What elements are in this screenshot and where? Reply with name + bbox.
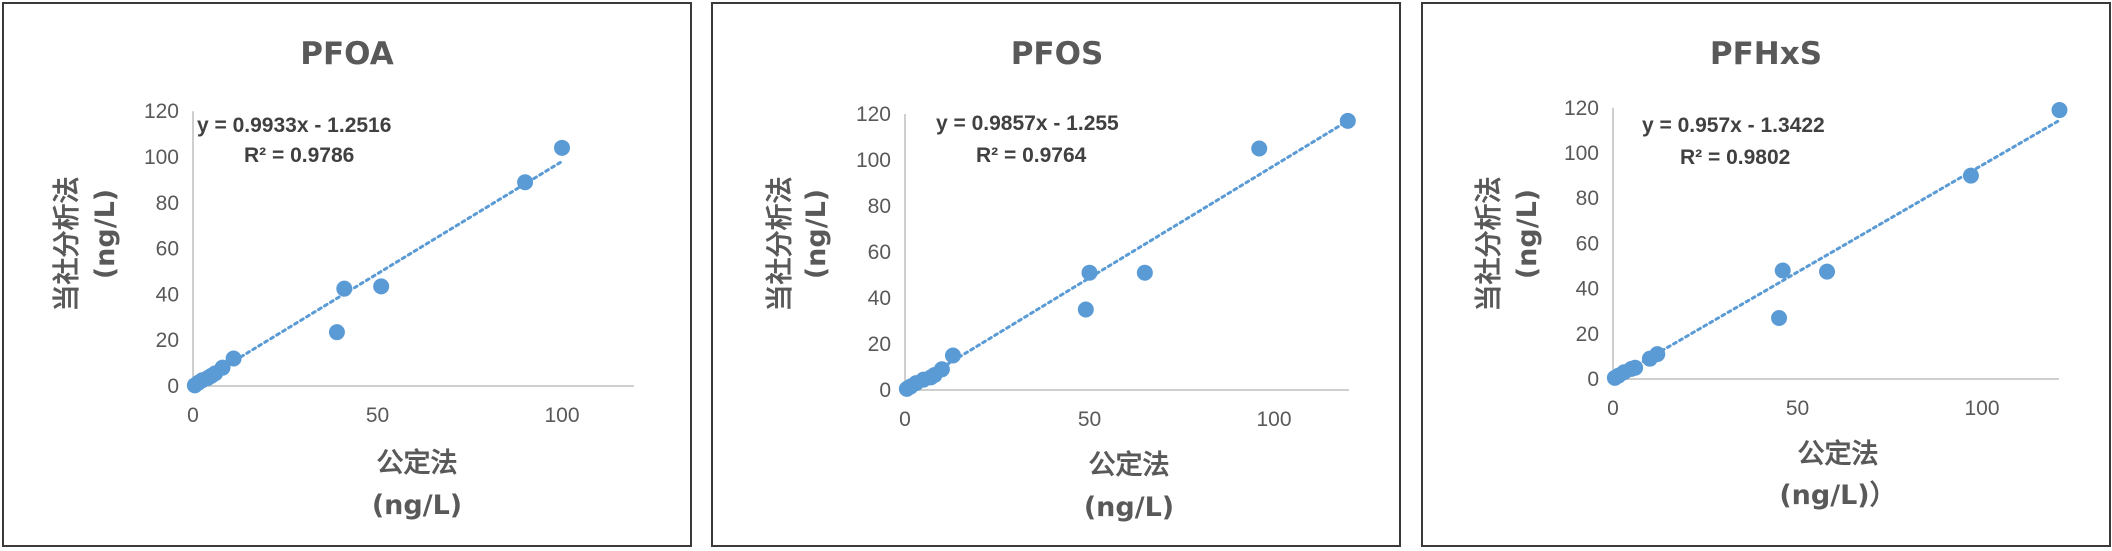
y-tick-label: 100 xyxy=(856,149,891,172)
scatter-chart-pfoa: PFOA 0 20 40 60 80 100 120 0 50 100 y = 0.9933x - 1… xyxy=(51,36,634,521)
y-tick-label: 100 xyxy=(1564,142,1599,165)
y-tick-label: 40 xyxy=(868,287,891,310)
trendline-equation: y = 0.9933x - 1.2516 xyxy=(197,114,391,137)
x-tick-label: 50 xyxy=(366,404,389,427)
data-point xyxy=(2051,102,2068,119)
y-tick-label: 120 xyxy=(1564,97,1599,120)
y-tick-label: 0 xyxy=(879,379,891,402)
data-point xyxy=(1649,346,1666,363)
data-point xyxy=(214,359,231,376)
data-point xyxy=(328,324,345,341)
x-tick-label: 100 xyxy=(544,404,579,427)
x-tick-label: 0 xyxy=(1607,397,1619,420)
r-squared-label: R² = 0.9786 xyxy=(244,144,354,167)
y-tick-label: 80 xyxy=(1576,187,1599,210)
chart-title: PFOS xyxy=(1011,36,1104,72)
trendline xyxy=(191,159,564,388)
trendline-equation: y = 0.957x - 1.3422 xyxy=(1642,114,1825,137)
data-point xyxy=(1962,167,1979,184)
x-axis-label: 公定法 xyxy=(377,447,458,479)
y-tick-label: 120 xyxy=(144,100,179,123)
x-tick-label: 50 xyxy=(1078,408,1101,431)
data-point xyxy=(373,278,390,295)
chart-title: PFOA xyxy=(300,36,393,72)
y-tick-label: 0 xyxy=(1587,368,1599,391)
y-axis-unit: (ng/L) xyxy=(1512,189,1543,279)
y-tick-label: 60 xyxy=(156,238,179,261)
y-axis-label: 当社分析法 xyxy=(1473,177,1505,312)
data-point xyxy=(1627,359,1644,376)
y-tick-label: 60 xyxy=(1576,232,1599,255)
data-point xyxy=(225,350,242,367)
x-axis-unit: (ng/L) xyxy=(372,490,462,521)
data-point xyxy=(554,139,570,156)
r-squared-label: R² = 0.9764 xyxy=(976,144,1087,167)
x-tick-label: 50 xyxy=(1786,397,1809,420)
x-axis-unit: (ng/L)） xyxy=(1779,480,1896,511)
y-tick-label: 120 xyxy=(856,103,891,126)
scatter-chart-pfos: PFOS 0 20 40 60 80 100 120 0 50 100 y = 0.9857x - 1… xyxy=(764,36,1356,523)
y-tick-label: 0 xyxy=(167,375,179,398)
data-point xyxy=(1251,140,1268,157)
chart-panel-pfoa: PFOA 0 20 40 60 80 100 120 0 50 100 y = 0.9933x - 1… xyxy=(2,2,692,547)
y-axis-unit: (ng/L) xyxy=(801,189,832,279)
x-axis-unit: (ng/L) xyxy=(1084,492,1174,523)
scatter-chart-pfhxs: PFHxS 0 20 40 60 80 100 120 0 50 100 y = 0.957x - 1… xyxy=(1473,36,2068,511)
y-tick-label: 60 xyxy=(868,241,891,264)
chart-panel-pfhxs: PFHxS 0 20 40 60 80 100 120 0 50 100 y = 0.957x - 1… xyxy=(1421,2,2111,547)
data-point xyxy=(336,280,353,297)
data-point xyxy=(944,347,961,364)
y-tick-label: 40 xyxy=(156,283,179,306)
data-point xyxy=(517,174,534,191)
trendline-equation: y = 0.9857x - 1.255 xyxy=(936,112,1119,135)
x-tick-label: 0 xyxy=(899,408,911,431)
data-point xyxy=(1774,262,1791,279)
data-point xyxy=(1771,309,1788,326)
r-squared-label: R² = 0.9802 xyxy=(1680,146,1790,169)
y-tick-label: 20 xyxy=(156,329,179,352)
y-tick-label: 100 xyxy=(144,146,179,169)
data-point xyxy=(1077,301,1094,318)
data-point xyxy=(1136,264,1153,281)
y-tick-label: 40 xyxy=(1576,278,1599,301)
chart-panel-pfos: PFOS 0 20 40 60 80 100 120 0 50 100 y = 0.9857x - 1… xyxy=(711,2,1401,547)
y-tick-label: 20 xyxy=(868,333,891,356)
data-point xyxy=(1819,263,1836,280)
y-tick-label: 80 xyxy=(156,192,179,215)
data-point xyxy=(933,361,950,378)
data-point xyxy=(1339,112,1356,129)
x-tick-label: 100 xyxy=(1964,397,1999,420)
trendline xyxy=(903,119,1350,392)
trendline xyxy=(1611,118,2061,381)
data-point xyxy=(1081,264,1098,281)
y-axis-label: 当社分析法 xyxy=(764,177,796,312)
x-tick-label: 0 xyxy=(187,404,199,427)
y-tick-label: 80 xyxy=(868,195,891,218)
x-axis-label: 公定法 xyxy=(1089,449,1170,481)
x-axis-label: 公定法 xyxy=(1798,438,1879,470)
x-tick-label: 100 xyxy=(1256,408,1291,431)
y-axis-label: 当社分析法 xyxy=(51,177,83,312)
y-tick-label: 20 xyxy=(1576,323,1599,346)
y-axis-unit: (ng/L) xyxy=(90,189,121,279)
chart-title: PFHxS xyxy=(1710,36,1822,72)
